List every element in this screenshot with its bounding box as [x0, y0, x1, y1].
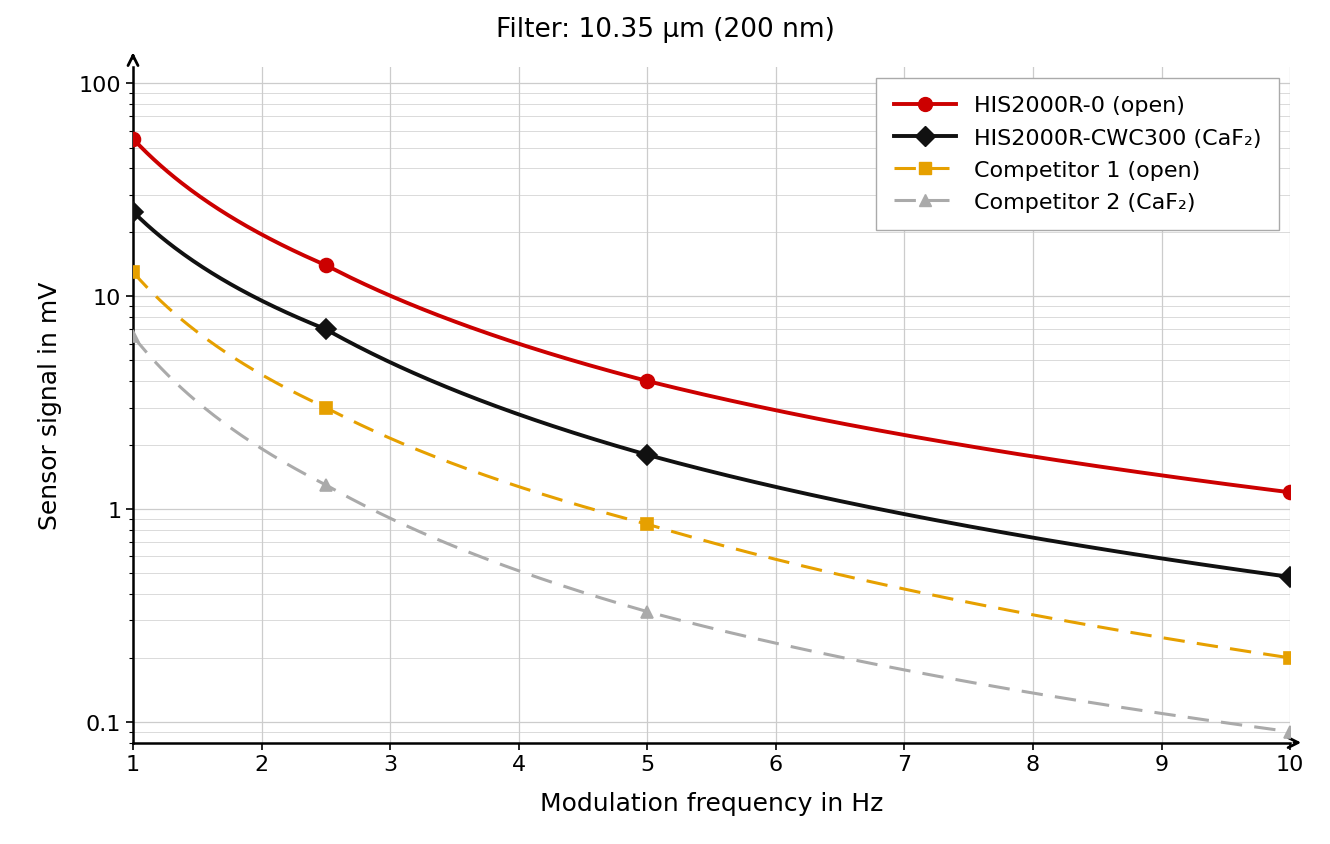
X-axis label: Modulation frequency in Hz: Modulation frequency in Hz: [540, 791, 883, 815]
Legend: HIS2000R-0 (open), HIS2000R-CWC300 (CaF₂), Competitor 1 (open), Competitor 2 (Ca: HIS2000R-0 (open), HIS2000R-CWC300 (CaF₂…: [876, 78, 1279, 230]
Y-axis label: Sensor signal in mV: Sensor signal in mV: [37, 281, 63, 529]
Text: Filter: 10.35 μm (200 nm): Filter: 10.35 μm (200 nm): [496, 17, 834, 43]
